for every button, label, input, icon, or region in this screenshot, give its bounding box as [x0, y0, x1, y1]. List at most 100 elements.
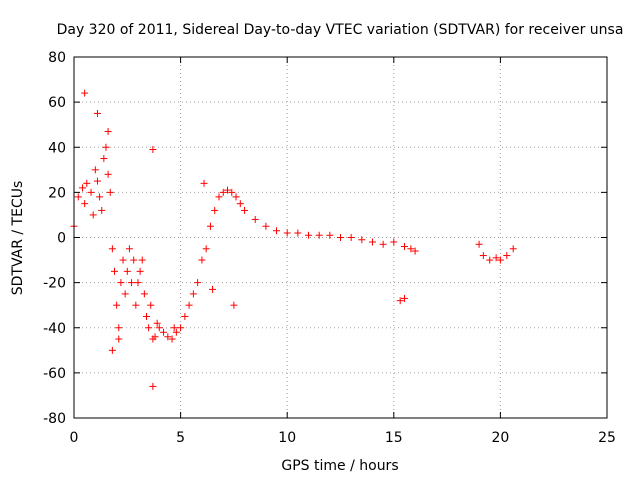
data-point [104, 127, 112, 135]
data-point [145, 324, 153, 332]
data-point [100, 155, 108, 163]
data-point [294, 229, 302, 237]
data-point [119, 256, 127, 264]
data-point [104, 170, 112, 178]
data-point [200, 179, 208, 187]
data-point [132, 301, 140, 309]
data-point [121, 290, 129, 298]
data-point [486, 256, 494, 264]
data-point [102, 143, 110, 151]
data-point [130, 256, 138, 264]
data-point [368, 238, 376, 246]
data-point [93, 177, 101, 185]
data-point [142, 312, 150, 320]
data-point [379, 240, 387, 248]
y-tick-label: 20 [48, 185, 66, 201]
data-point [326, 231, 334, 239]
y-tick-label: -80 [43, 411, 66, 427]
data-point [89, 211, 97, 219]
data-point [206, 222, 214, 230]
data-point [273, 227, 281, 235]
data-point [96, 193, 104, 201]
data-point [125, 245, 133, 253]
x-tick-label: 15 [385, 430, 403, 446]
data-point [262, 222, 270, 230]
chart-title: Day 320 of 2011, Sidereal Day-to-day VTE… [57, 22, 624, 38]
data-point [503, 252, 511, 260]
data-point [492, 254, 500, 262]
data-point [315, 231, 323, 239]
data-point [411, 247, 419, 255]
data-point [177, 324, 185, 332]
data-point [228, 188, 236, 196]
data-point [83, 179, 91, 187]
data-point [209, 285, 217, 293]
data-point [211, 206, 219, 214]
data-point [108, 346, 116, 354]
data-point [219, 188, 227, 196]
y-tick-label: -20 [43, 276, 66, 292]
data-point [160, 328, 168, 336]
data-point [230, 301, 238, 309]
data-point [151, 333, 159, 341]
data-point [400, 294, 408, 302]
data-point [91, 166, 99, 174]
data-point [149, 146, 157, 154]
data-point [98, 206, 106, 214]
data-point [79, 184, 87, 192]
data-point [194, 279, 202, 287]
data-point [283, 229, 291, 237]
x-tick-label: 10 [278, 430, 296, 446]
data-point [215, 193, 223, 201]
x-tick-label: 25 [598, 430, 616, 446]
data-point [202, 245, 210, 253]
data-point [149, 382, 157, 390]
data-point [115, 324, 123, 332]
y-tick-label: -60 [43, 366, 66, 382]
data-point [168, 335, 176, 343]
data-point [172, 328, 180, 336]
data-point [111, 267, 119, 275]
x-axis-label: GPS time / hours [281, 458, 398, 474]
data-point [198, 256, 206, 264]
data-point [108, 245, 116, 253]
data-point [170, 324, 178, 332]
data-point [185, 301, 193, 309]
data-point [128, 279, 136, 287]
y-tick-label: 60 [48, 95, 66, 111]
data-point [136, 267, 144, 275]
data-point [396, 297, 404, 305]
data-point [241, 206, 249, 214]
data-point [337, 234, 344, 241]
data-point [224, 186, 232, 194]
data-point [106, 188, 114, 196]
axis-layer: 0 5 10 15 20 25 -80 -60 -40 -20 0 20 40 60 80 [43, 50, 616, 446]
data-point [81, 89, 89, 97]
grid-layer [74, 57, 607, 418]
data-point [81, 200, 89, 208]
data-point [400, 243, 408, 251]
y-tick-label: -40 [43, 321, 66, 337]
data-point [134, 279, 142, 287]
x-tick-label: 0 [70, 430, 79, 446]
data-point [232, 193, 240, 201]
data-point [153, 319, 161, 327]
data-point [113, 301, 121, 309]
data-point [181, 312, 189, 320]
data-point [305, 231, 313, 239]
data-point [251, 215, 259, 223]
data-point [87, 188, 95, 196]
data-point [496, 256, 504, 264]
data-point [140, 290, 148, 298]
data-layer [70, 89, 517, 390]
data-point [138, 256, 146, 264]
y-tick-label: 0 [57, 231, 66, 247]
y-tick-label: 40 [48, 140, 66, 156]
data-point [123, 267, 131, 275]
y-axis-label: SDTVAR / TECUs [10, 181, 26, 296]
data-point [358, 236, 366, 244]
x-tick-label: 5 [176, 430, 185, 446]
x-tick-label: 20 [491, 430, 509, 446]
data-point [93, 109, 101, 117]
